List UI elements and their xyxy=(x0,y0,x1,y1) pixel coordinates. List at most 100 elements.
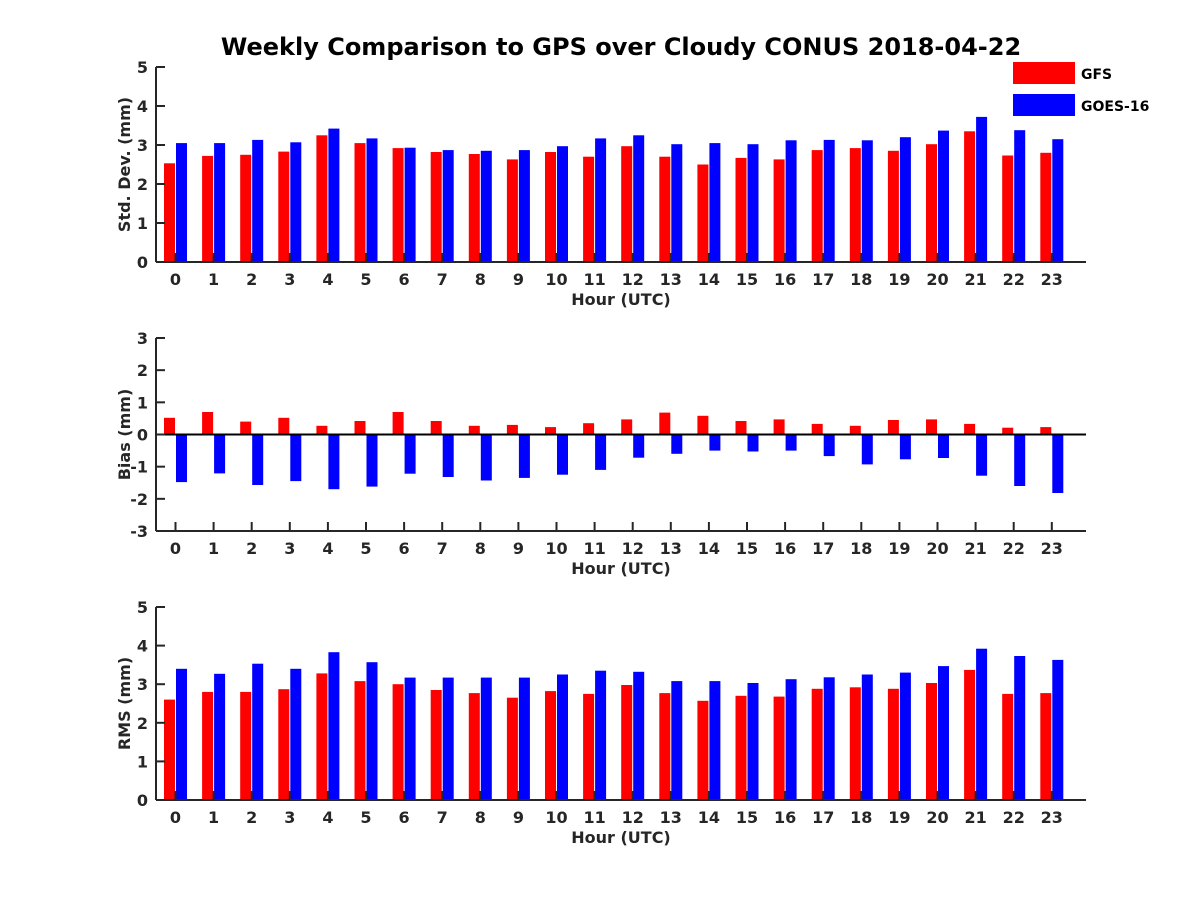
bar-std-gfs-0 xyxy=(164,163,175,262)
bar-rms-gfs-18 xyxy=(849,687,861,800)
y-tick-label-bias: -3 xyxy=(130,522,148,541)
bar-bias-goes16-16 xyxy=(785,434,797,451)
bar-std-gfs-23 xyxy=(1040,152,1052,262)
y-tick-label-rms: 2 xyxy=(137,714,148,733)
bar-std-gfs-8 xyxy=(468,154,480,262)
bar-bias-goes16-20 xyxy=(938,434,949,458)
bar-std-goes16-11 xyxy=(595,138,607,262)
bar-rms-goes16-12 xyxy=(633,671,645,800)
bar-bias-gfs-0 xyxy=(164,417,175,435)
bar-bias-goes16-6 xyxy=(404,434,416,474)
bar-std-gfs-5 xyxy=(354,143,366,262)
bar-bias-goes16-23 xyxy=(1052,434,1064,493)
x-tick-label-rms: 20 xyxy=(926,808,948,827)
bar-rms-gfs-10 xyxy=(545,691,556,800)
bar-bias-goes16-14 xyxy=(709,434,721,451)
bar-std-goes16-3 xyxy=(290,142,302,262)
bar-std-goes16-1 xyxy=(214,143,226,262)
x-tick-label-rms: 3 xyxy=(284,808,295,827)
bar-std-gfs-9 xyxy=(506,159,518,262)
bar-rms-gfs-9 xyxy=(506,697,518,800)
bar-std-gfs-21 xyxy=(964,131,976,262)
bar-rms-gfs-4 xyxy=(316,673,328,800)
bar-std-gfs-19 xyxy=(887,150,899,262)
bar-rms-goes16-20 xyxy=(938,666,949,800)
bar-rms-goes16-15 xyxy=(747,683,759,800)
x-axis-label-rms: Hour (UTC) xyxy=(571,828,671,847)
x-tick-label-std: 4 xyxy=(322,270,333,289)
bar-std-gfs-15 xyxy=(735,157,747,262)
bar-bias-goes16-0 xyxy=(176,434,187,483)
legend: GFS GOES-16 xyxy=(1013,62,1149,116)
bar-bias-goes16-18 xyxy=(861,434,873,465)
x-tick-label-bias: 18 xyxy=(850,539,872,558)
x-tick-label-bias: 15 xyxy=(736,539,758,558)
x-tick-label-std: 18 xyxy=(850,270,872,289)
bar-std-gfs-2 xyxy=(240,154,252,263)
x-tick-label-std: 9 xyxy=(513,270,524,289)
x-tick-label-rms: 22 xyxy=(1003,808,1025,827)
bar-rms-gfs-23 xyxy=(1040,693,1052,800)
bar-std-goes16-17 xyxy=(823,139,835,262)
x-tick-label-bias: 14 xyxy=(698,539,720,558)
bar-std-gfs-10 xyxy=(545,152,556,262)
bar-rms-gfs-6 xyxy=(392,684,404,800)
x-tick-label-std: 1 xyxy=(208,270,219,289)
bar-bias-goes16-19 xyxy=(899,434,911,460)
bar-rms-goes16-9 xyxy=(518,677,530,800)
bar-bias-gfs-14 xyxy=(697,415,709,435)
bar-std-gfs-1 xyxy=(202,155,214,262)
bar-bias-goes16-17 xyxy=(823,434,835,457)
bar-bias-goes16-22 xyxy=(1014,434,1026,486)
bar-std-gfs-7 xyxy=(430,152,442,262)
chart-title: Weekly Comparison to GPS over Cloudy CON… xyxy=(221,33,1021,61)
x-tick-label-bias: 11 xyxy=(583,539,605,558)
x-axis-label-std: Hour (UTC) xyxy=(571,290,671,309)
legend-swatch-goes16 xyxy=(1013,94,1075,116)
y-tick-label-std: 4 xyxy=(137,97,148,116)
bar-rms-goes16-17 xyxy=(823,677,835,800)
bar-rms-gfs-0 xyxy=(164,699,175,800)
x-tick-label-rms: 4 xyxy=(322,808,333,827)
bar-bias-gfs-18 xyxy=(849,425,861,435)
x-tick-label-std: 7 xyxy=(437,270,448,289)
bar-std-goes16-21 xyxy=(976,116,988,263)
x-tick-label-rms: 0 xyxy=(170,808,181,827)
bar-bias-goes16-10 xyxy=(557,434,568,475)
bar-bias-gfs-22 xyxy=(1002,427,1014,435)
x-tick-label-std: 17 xyxy=(812,270,834,289)
y-tick-label-bias: 3 xyxy=(137,329,148,348)
x-tick-label-std: 6 xyxy=(399,270,410,289)
x-tick-label-std: 21 xyxy=(964,270,986,289)
bar-rms-goes16-11 xyxy=(595,670,607,800)
x-tick-label-bias: 22 xyxy=(1003,539,1025,558)
x-tick-label-std: 11 xyxy=(583,270,605,289)
bar-std-goes16-10 xyxy=(557,146,568,262)
bar-std-goes16-23 xyxy=(1052,139,1064,262)
x-tick-label-std: 13 xyxy=(660,270,682,289)
x-tick-label-rms: 10 xyxy=(545,808,567,827)
bar-rms-goes16-23 xyxy=(1052,659,1064,800)
y-tick-label-std: 3 xyxy=(137,136,148,155)
bar-rms-goes16-5 xyxy=(366,662,378,800)
bar-bias-gfs-11 xyxy=(583,423,595,435)
bar-std-gfs-17 xyxy=(811,150,823,262)
bar-bias-gfs-16 xyxy=(773,419,785,435)
y-tick-label-rms: 4 xyxy=(137,637,148,656)
x-tick-label-rms: 13 xyxy=(660,808,682,827)
bar-rms-goes16-21 xyxy=(976,648,988,800)
bar-rms-goes16-0 xyxy=(176,668,187,800)
bar-rms-gfs-19 xyxy=(887,688,899,800)
bar-std-gfs-4 xyxy=(316,135,328,263)
bar-std-gfs-12 xyxy=(621,146,633,262)
bar-std-goes16-7 xyxy=(442,150,454,262)
y-axis-label-bias: Bias (mm) xyxy=(115,389,134,481)
bar-std-goes16-6 xyxy=(404,147,416,262)
x-tick-label-bias: 20 xyxy=(926,539,948,558)
bar-std-gfs-11 xyxy=(583,156,595,262)
bar-bias-goes16-7 xyxy=(442,434,454,477)
bar-rms-gfs-2 xyxy=(240,691,252,800)
x-tick-label-rms: 16 xyxy=(774,808,796,827)
